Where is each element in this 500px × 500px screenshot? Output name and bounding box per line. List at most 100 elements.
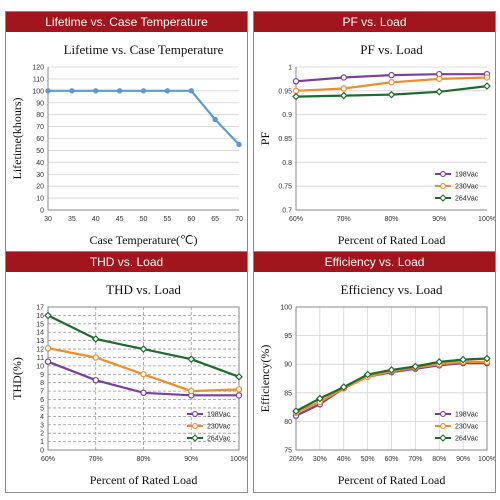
- thd-x-tick-label: 100%: [230, 456, 247, 463]
- lifetime-y-tick-label: 90: [36, 100, 44, 107]
- efficiency-legend-230vac-label: 230Vac: [455, 424, 479, 431]
- thd-legend-264vac-label: 264Vac: [207, 436, 231, 443]
- thd-y-tick-label: 13: [36, 338, 44, 345]
- thd-legend-230vac-label: 230Vac: [207, 424, 231, 431]
- thd-legend-198vac-label: 198Vac: [207, 412, 231, 419]
- lifetime-chart-panel: Lifetime vs. Case Temperature Lifetime v…: [5, 11, 248, 253]
- pf-series-230vac-point: [292, 87, 300, 95]
- pf-chart-title: PF vs. Load: [360, 42, 423, 57]
- efficiency-x-axis-label: Percent of Rated Load: [338, 473, 446, 487]
- thd-series-198vac-point: [140, 389, 147, 397]
- thd-series-264vac-point: [91, 335, 100, 343]
- lifetime-y-tick-label: 30: [36, 172, 44, 179]
- efficiency-chart-header: Efficiency vs. Load: [254, 252, 495, 272]
- thd-y-tick-label: 10: [36, 363, 44, 370]
- thd-series-264vac-point: [44, 311, 52, 320]
- thd-y-tick-label: 3: [40, 422, 44, 429]
- efficiency-chart-panel: Efficiency vs. Load Efficiency vs. Load 7…: [253, 251, 496, 493]
- lifetime-chart-header: Lifetime vs. Case Temperature: [6, 12, 247, 32]
- thd-series-264vac-point: [235, 372, 243, 381]
- lifetime-y-tick-label: 100: [32, 88, 44, 95]
- efficiency-series-264vac-point: [435, 358, 444, 366]
- lifetime-series-line-point: [164, 88, 171, 94]
- pf-series-264vac-point: [292, 92, 300, 101]
- thd-y-tick-label: 16: [36, 313, 44, 320]
- thd-y-tick-label: 2: [40, 431, 44, 438]
- pf-legend-264vac-label: 264Vac: [455, 196, 479, 203]
- lifetime-series-line-point: [236, 141, 242, 148]
- thd-y-tick-label: 9: [40, 372, 44, 379]
- lifetime-series-line-point: [93, 88, 99, 94]
- thd-x-tick-label: 70%: [89, 456, 103, 463]
- pf-y-tick-label: 0.7: [282, 208, 292, 215]
- efficiency-series-264vac-point: [316, 394, 324, 403]
- pf-series-198vac-point: [388, 71, 395, 79]
- pf-y-axis-label: PF: [258, 132, 272, 146]
- thd-legend-230vac-marker: [192, 423, 198, 429]
- lifetime-series-line-point: [140, 88, 147, 94]
- pf-series-230vac-point: [436, 75, 443, 83]
- lifetime-chart: Lifetime vs. Case Temperature 0 10 20 30 40 50…: [10, 42, 243, 247]
- pf-y-tick-label: 1: [288, 65, 292, 72]
- lifetime-y-tick-label: 0: [40, 208, 44, 215]
- thd-y-tick-label: 1: [40, 439, 44, 446]
- thd-y-tick-label: 7: [40, 389, 44, 396]
- efficiency-x-tick-label: 90%: [456, 456, 470, 463]
- thd-y-tick-label: 0: [40, 448, 44, 455]
- thd-series-198vac-point: [44, 358, 52, 365]
- thd-x-axis-label: Percent of Rated Load: [90, 473, 198, 487]
- efficiency-x-tick-label: 40%: [337, 456, 351, 463]
- lifetime-chart-title: Lifetime vs. Case Temperature: [64, 42, 224, 57]
- efficiency-x-tick-label: 50%: [361, 456, 375, 463]
- efficiency-series-264vac-point: [387, 366, 396, 374]
- pf-x-tick-label: 60%: [289, 216, 303, 223]
- thd-series-264vac-point: [139, 345, 148, 353]
- thd-legend-264vac-marker: [191, 434, 199, 442]
- pf-series-264vac-point: [387, 90, 396, 99]
- thd-y-tick-label: 5: [40, 405, 44, 412]
- pf-series-264vac-point: [483, 82, 491, 90]
- lifetime-x-tick-label: 35: [68, 216, 76, 223]
- thd-y-tick-label: 4: [40, 414, 44, 421]
- efficiency-y-tick-label: 100: [280, 305, 292, 312]
- thd-chart: THD vs. Load0123456789101112131415161760…: [10, 282, 247, 487]
- efficiency-x-tick-label: 30%: [313, 456, 327, 463]
- thd-y-tick-label: 14: [36, 330, 44, 337]
- thd-y-tick-label: 15: [36, 321, 44, 328]
- lifetime-x-tick-label: 60: [187, 216, 195, 223]
- thd-x-tick-label: 60%: [41, 456, 55, 463]
- efficiency-series-264vac-point: [339, 383, 348, 391]
- lifetime-y-tick-label: 50: [36, 148, 44, 155]
- pf-x-tick-label: 70%: [337, 216, 351, 223]
- efficiency-x-tick-label: 80%: [432, 456, 446, 463]
- thd-series-198vac-point: [92, 376, 99, 384]
- thd-y-tick-label: 6: [40, 397, 44, 404]
- efficiency-y-tick-label: 80: [284, 419, 292, 426]
- thd-chart-header: THD vs. Load: [6, 252, 247, 272]
- lifetime-series-line-point: [116, 88, 123, 94]
- efficiency-y-tick-label: 90: [284, 362, 292, 369]
- pf-y-tick-label: 0.9: [282, 112, 292, 119]
- lifetime-series-line-point: [212, 116, 218, 123]
- thd-series-264vac-point: [187, 355, 196, 364]
- pf-legend-264vac-marker: [439, 194, 447, 202]
- pf-series-230vac-point: [388, 79, 395, 86]
- efficiency-plot-frame: [295, 306, 488, 451]
- thd-chart-panel: THD vs. Load THD vs. Load 0 1 2 3 4 5 6 7 8 9 10 11 1…: [5, 251, 248, 493]
- pf-y-tick-label: 0.85: [278, 136, 292, 143]
- efficiency-series-264vac-point: [483, 354, 491, 363]
- efficiency-series-264vac-point: [363, 370, 372, 379]
- efficiency-legend-264vac-label: 264Vac: [455, 436, 479, 443]
- thd-y-tick-label: 8: [40, 380, 44, 387]
- pf-series-264vac-point: [339, 91, 348, 100]
- lifetime-y-tick-label: 60: [36, 136, 44, 143]
- lifetime-y-tick-label: 110: [33, 76, 44, 83]
- efficiency-y-tick-label: 75: [284, 448, 292, 455]
- pf-legend-230vac-marker: [440, 183, 446, 189]
- pf-legend-198vac-marker: [440, 171, 446, 177]
- pf-series-198vac-point: [340, 74, 347, 81]
- lifetime-series-line-point: [188, 88, 194, 94]
- pf-y-tick-label: 0.8: [282, 160, 292, 167]
- lifetime-x-tick-label: 65: [211, 216, 219, 223]
- efficiency-chart: Efficiency vs. Load 75 80 85 90 95 100 20% 30% 40…: [258, 282, 495, 487]
